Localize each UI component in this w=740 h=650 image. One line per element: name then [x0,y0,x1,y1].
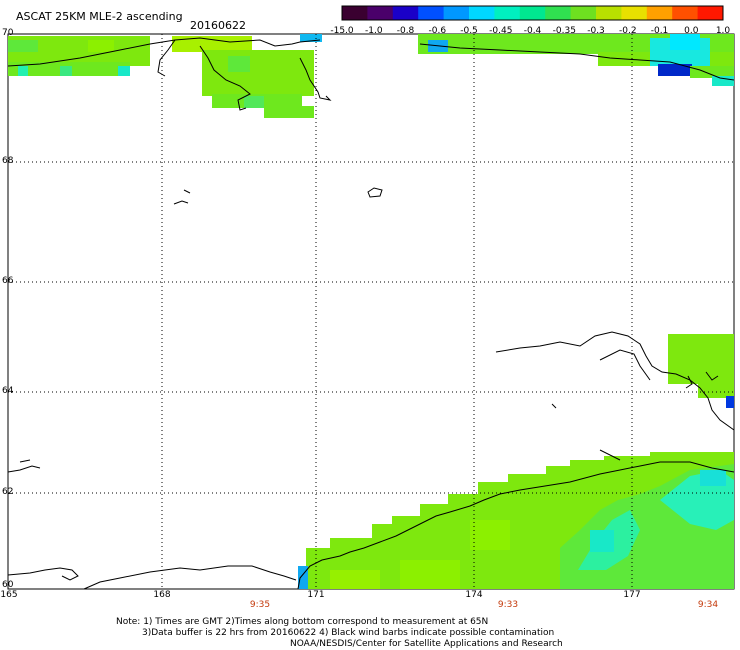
lat-label-68: 68 [2,156,14,166]
coastlines [7,37,735,590]
colorbar-swatch [418,6,445,20]
colorbar-swatch [392,6,419,20]
colorbar-tick-label: -0.1 [650,26,669,36]
colorbar-tick-label: -0.4 [523,26,542,36]
colorbar-tick-label: -0.2 [619,26,637,36]
time-label-middle: 9:33 [497,600,519,610]
swath-top-right [418,34,734,86]
footer-note-1: Note: 1) Times are GMT 2)Times along bot… [116,617,489,627]
time-label-right: 9:34 [697,600,719,610]
colorbar-swatch [494,6,521,20]
footer-credit: NOAA/NESDIS/Center for Satellite Applica… [290,639,563,649]
colorbar-swatch [672,6,699,20]
lat-label-70: 70 [2,28,14,38]
colorbar-swatch [596,6,622,20]
colorbar-swatch [697,6,724,20]
colorbar-swatch [545,6,572,20]
time-label-left: 9:35 [249,600,271,610]
colorbar-swatch [443,6,470,20]
lon-label-177: 177 [623,590,641,600]
colorbar-swatch [367,6,394,20]
wind-data-swaths [8,34,734,589]
lon-label-171: 171 [307,590,325,600]
lat-label-64: 64 [2,386,14,396]
map-title: ASCAT 25KM MLE-2 ascending [16,10,183,23]
swath-top-center [172,36,314,118]
colorbar-swatch [519,6,546,20]
colorbar-swatch [469,6,495,20]
colorbar-tick-label: -0.6 [428,26,447,36]
colorbar [341,5,724,21]
lon-label-165: 165 [0,590,18,600]
colorbar-tick-label: -0.35 [552,26,576,36]
lat-label-62: 62 [2,487,14,497]
colorbar-swatch [342,6,368,20]
footer-note-2: 3)Data buffer is 22 hrs from 20160622 4)… [142,628,555,638]
lon-label-168: 168 [153,590,171,600]
colorbar-tick-label: 1.0 [715,26,731,36]
lat-label-60: 60 [2,580,14,590]
swath-top-left [8,34,322,76]
lat-label-66: 66 [2,276,14,286]
colorbar-tick-label: 0.0 [684,26,699,36]
colorbar-swatch [621,6,648,20]
swath-right-middle [668,334,734,408]
swath-bottom [298,452,734,589]
lon-label-174: 174 [465,590,483,600]
colorbar-frame [341,5,724,21]
colorbar-tick-label: -0.8 [396,26,415,36]
colorbar-tick-label: -1.0 [365,26,383,36]
map-date: 20160622 [190,19,246,32]
colorbar-tick-label: -0.5 [460,26,478,36]
colorbar-swatch [570,6,597,20]
colorbar-tick-label: -0.45 [489,26,513,36]
colorbar-tick-label: -15.0 [330,26,354,36]
colorbar-tick-label: -0.3 [587,26,605,36]
colorbar-swatch [646,6,673,20]
graticule [8,34,734,589]
